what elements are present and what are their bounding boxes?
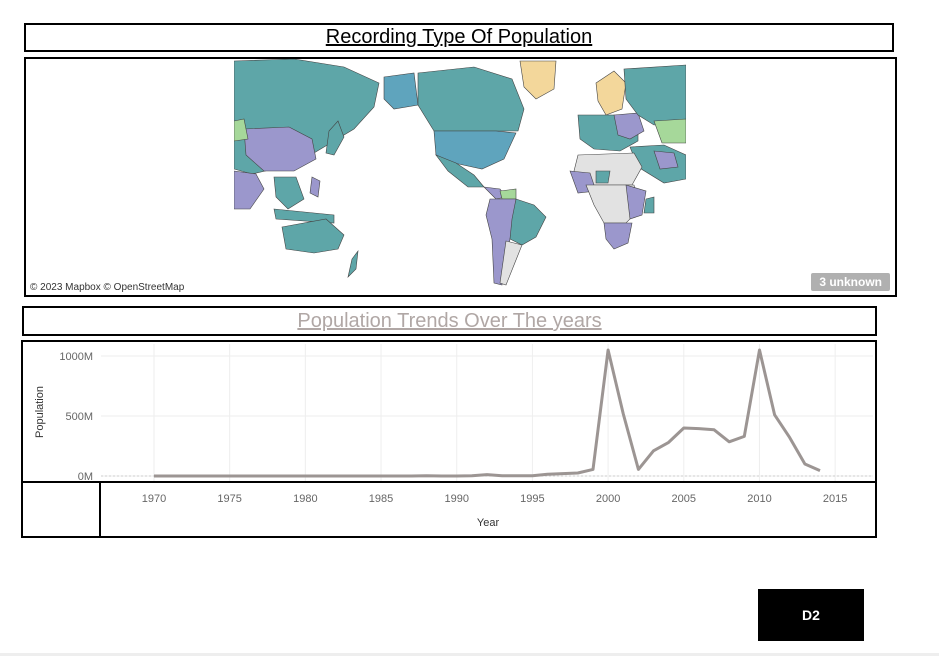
x-tick-label: 1975 <box>217 493 241 505</box>
map-region-japan <box>325 120 345 156</box>
map-region-argentina <box>499 240 523 286</box>
d2-badge[interactable]: D2 <box>758 589 864 641</box>
population-line-chart[interactable]: 0M 500M 1000M 1970 1975 1980 1985 1990 1995 2000 2… <box>23 342 875 536</box>
map-region-se-asia <box>273 176 305 210</box>
map-region-kenya <box>643 196 655 214</box>
chart-title: Population Trends Over The years <box>297 310 602 332</box>
map-region-venezuela <box>499 188 517 200</box>
line-chart-panel[interactable]: 0M 500M 1000M 1970 1975 1980 1985 1990 1995 2000 2… <box>21 340 877 538</box>
map-region-indonesia <box>273 208 335 224</box>
world-map-panel[interactable]: © 2023 Mapbox © OpenStreetMap 3 unknown <box>24 57 897 297</box>
map-region-alaska <box>383 72 419 110</box>
map-region-scandinavia <box>595 70 627 116</box>
y-tick-label: 1000M <box>59 351 93 363</box>
map-region-kazakhstan <box>234 118 249 142</box>
bottom-divider <box>0 653 939 656</box>
unknown-badge[interactable]: 3 unknown <box>811 273 890 291</box>
x-tick-label: 1970 <box>142 493 166 505</box>
map-attribution[interactable]: © 2023 Mapbox © OpenStreetMap <box>30 282 185 293</box>
x-tick-label: 2010 <box>747 493 771 505</box>
map-region-china <box>243 126 317 172</box>
dashboard-title-box: Recording Type Of Population <box>24 23 894 52</box>
y-tick-label: 500M <box>65 411 93 423</box>
y-axis-label: Population <box>34 386 46 438</box>
x-tick-label: 2015 <box>823 493 847 505</box>
x-tick-label: 1990 <box>444 493 468 505</box>
map-region-iran <box>653 150 679 170</box>
map-region-new-zealand <box>347 249 359 278</box>
y-tick-label: 0M <box>78 471 93 483</box>
dashboard-title: Recording Type Of Population <box>325 26 593 48</box>
world-map[interactable] <box>234 59 686 295</box>
chart-title-box: Population Trends Over The years <box>22 306 877 336</box>
x-tick-label: 1985 <box>369 493 393 505</box>
x-tick-label: 1995 <box>520 493 544 505</box>
population-series-line <box>154 348 821 478</box>
map-region-brazil <box>509 198 547 246</box>
map-region-philippines <box>309 176 321 198</box>
map-region-russia-west <box>623 64 686 126</box>
x-tick-label: 2005 <box>672 493 696 505</box>
map-region-east-africa <box>625 184 647 220</box>
map-region-australia <box>281 218 345 254</box>
map-region-india <box>234 170 265 210</box>
map-region-eastern-europe <box>613 112 645 140</box>
map-region-canada <box>417 66 525 132</box>
map-region-southern-africa <box>603 222 633 250</box>
d2-label: D2 <box>802 607 820 623</box>
x-tick-label: 2000 <box>596 493 620 505</box>
map-region-kazakhstan-west <box>653 118 686 144</box>
map-region-greenland <box>519 60 557 100</box>
x-tick-label: 1980 <box>293 493 317 505</box>
x-axis-label: Year <box>477 517 500 529</box>
map-region-nigeria <box>595 170 611 184</box>
